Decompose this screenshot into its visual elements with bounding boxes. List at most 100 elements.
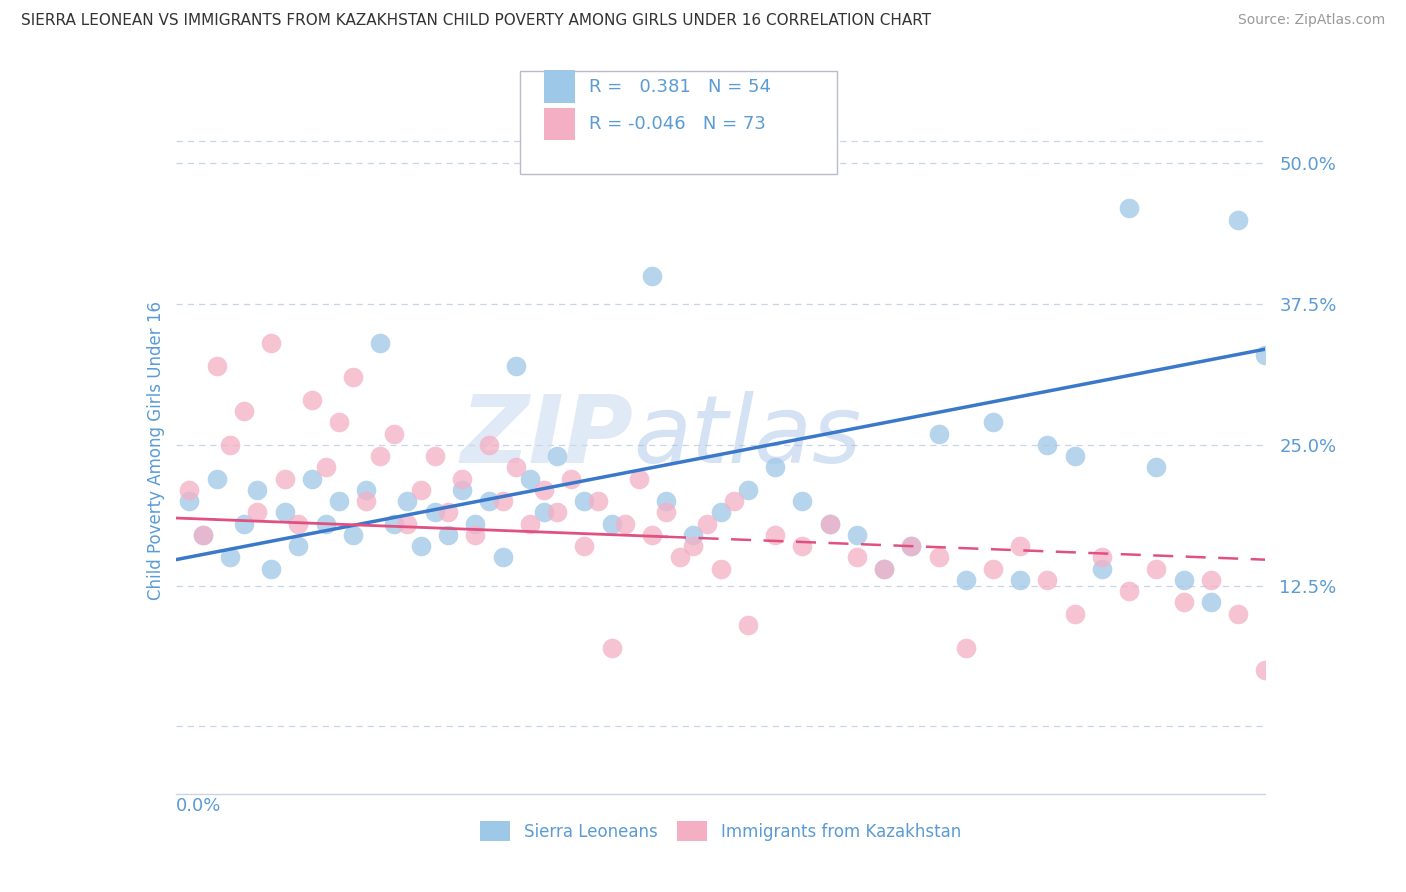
Text: R = -0.046   N = 73: R = -0.046 N = 73 [589, 115, 766, 133]
Point [450, 483, 472, 497]
Point [763, 460, 786, 475]
Point [219, 550, 242, 565]
Point [478, 494, 501, 508]
Y-axis label: Child Poverty Among Girls Under 16: Child Poverty Among Girls Under 16 [146, 301, 165, 600]
Point [437, 528, 460, 542]
Point [409, 539, 432, 553]
Point [191, 528, 214, 542]
Point [478, 438, 501, 452]
Text: Source: ZipAtlas.com: Source: ZipAtlas.com [1237, 13, 1385, 28]
Point [382, 426, 405, 441]
Point [342, 370, 364, 384]
Point [492, 494, 515, 508]
Point [574, 539, 596, 553]
Point [1173, 595, 1195, 609]
Point [287, 516, 309, 531]
Point [519, 516, 541, 531]
Point [409, 483, 432, 497]
Text: atlas: atlas [633, 392, 862, 483]
Point [928, 426, 950, 441]
Point [396, 494, 419, 508]
Point [955, 573, 977, 587]
Point [792, 539, 814, 553]
Text: SIERRA LEONEAN VS IMMIGRANTS FROM KAZAKHSTAN CHILD POVERTY AMONG GIRLS UNDER 16 : SIERRA LEONEAN VS IMMIGRANTS FROM KAZAKH… [21, 13, 931, 29]
Point [533, 505, 555, 519]
Point [818, 516, 841, 531]
Point [356, 494, 378, 508]
Point [505, 359, 527, 373]
Point [464, 528, 486, 542]
Point [232, 404, 254, 418]
Point [505, 460, 527, 475]
Point [301, 392, 323, 407]
Point [533, 483, 555, 497]
Point [274, 505, 297, 519]
Point [423, 449, 446, 463]
Point [845, 528, 868, 542]
Point [232, 516, 254, 531]
Point [205, 359, 228, 373]
Point [873, 562, 896, 576]
Point [763, 528, 786, 542]
Point [274, 472, 297, 486]
Point [519, 472, 541, 486]
Point [246, 483, 269, 497]
Point [900, 539, 922, 553]
Point [1199, 573, 1222, 587]
Point [396, 516, 419, 531]
Point [246, 505, 269, 519]
Point [1144, 562, 1167, 576]
Point [1309, 584, 1331, 599]
Point [260, 336, 283, 351]
Point [205, 472, 228, 486]
Point [179, 494, 201, 508]
Point [955, 640, 977, 655]
Point [792, 494, 814, 508]
Point [600, 516, 623, 531]
Point [818, 516, 841, 531]
Point [423, 505, 446, 519]
Point [723, 494, 745, 508]
Point [1010, 573, 1032, 587]
Point [627, 472, 650, 486]
Point [219, 438, 242, 452]
Point [464, 516, 486, 531]
Point [641, 528, 664, 542]
Point [287, 539, 309, 553]
Point [368, 449, 391, 463]
Point [981, 562, 1004, 576]
Point [301, 472, 323, 486]
Point [900, 539, 922, 553]
Point [655, 505, 678, 519]
Point [600, 640, 623, 655]
Point [1227, 607, 1250, 621]
Point [668, 550, 690, 565]
Point [682, 528, 704, 542]
Point [682, 539, 704, 553]
Text: 0.0%: 0.0% [176, 797, 221, 815]
Point [328, 415, 350, 429]
Point [574, 494, 596, 508]
Point [1063, 449, 1085, 463]
Point [179, 483, 201, 497]
Point [1091, 550, 1114, 565]
Point [315, 460, 337, 475]
Point [737, 483, 759, 497]
Point [492, 550, 515, 565]
Point [710, 505, 733, 519]
Point [981, 415, 1004, 429]
Text: ZIP: ZIP [461, 391, 633, 483]
Point [737, 618, 759, 632]
Point [1254, 348, 1277, 362]
Point [437, 505, 460, 519]
Point [696, 516, 718, 531]
Point [614, 516, 637, 531]
Point [382, 516, 405, 531]
Point [928, 550, 950, 565]
Point [1118, 584, 1140, 599]
Point [328, 494, 350, 508]
Point [1254, 663, 1277, 677]
Point [191, 528, 214, 542]
Point [342, 528, 364, 542]
Point [1063, 607, 1085, 621]
